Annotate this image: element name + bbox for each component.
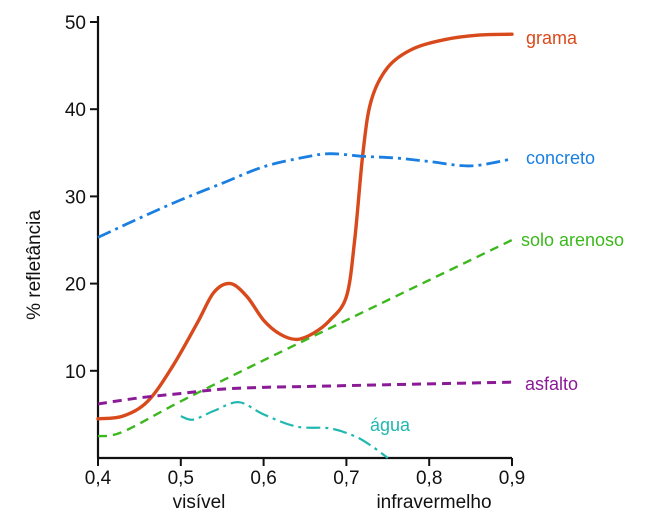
series-label-grama: grama [526,28,578,48]
y-tick-label: 20 [65,275,86,296]
y-tick-label: 10 [65,362,86,383]
series-lines [96,32,514,459]
y-axis-label: % refletância [24,210,45,320]
x-tick-label: 0,6 [250,468,276,489]
series-label-concreto: concreto [526,148,595,168]
ticks: 10 20 30 40 50 0,4 0,5 0,6 0,7 0,8 0,9 [65,13,525,489]
y-tick-label: 50 [65,13,86,34]
x-tick-label: 0,4 [85,468,112,489]
x-tick-label: 0,8 [416,468,442,489]
series-line-agua [180,401,389,459]
x-tick-label: 0,5 [168,468,194,489]
series-label-asfalto: asfalto [525,374,578,394]
x-tick-label: 0,7 [333,468,359,489]
axes [96,16,512,460]
series-line-grama [96,32,514,421]
y-tick-label: 40 [65,100,86,121]
x-tick-label: 0,9 [499,468,525,489]
series-line-solo-arenoso [97,238,513,438]
series-label-agua: água [370,415,411,435]
y-tick-label: 30 [65,187,86,208]
series-label-solo-arenoso: solo arenoso [521,230,624,250]
x-region-label-infrared: infravermelho [376,492,491,513]
series-line-concreto [97,152,513,239]
series-labels: grama concreto solo arenoso asfalto água [370,28,624,435]
x-region-label-visible: visível [173,492,226,513]
